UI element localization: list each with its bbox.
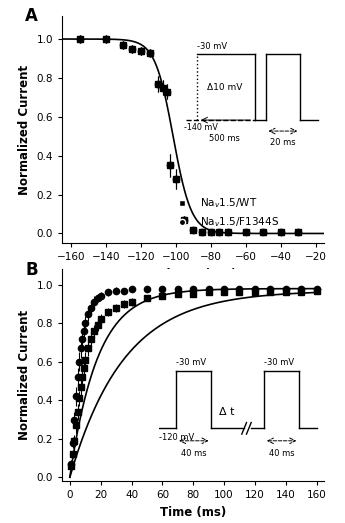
Text: -30 mV: -30 mV [176,358,206,367]
Text: -30 mV: -30 mV [197,42,227,51]
Y-axis label: Normalized Current: Normalized Current [18,64,31,195]
Text: 40 ms: 40 ms [181,449,207,459]
Text: 500 ms: 500 ms [209,134,240,143]
Text: Δ t: Δ t [219,407,234,417]
Text: -140 mV: -140 mV [184,123,218,132]
X-axis label: Time (ms): Time (ms) [160,506,226,519]
Y-axis label: Normalized Current: Normalized Current [18,310,31,440]
X-axis label: Voltage (mV): Voltage (mV) [150,268,237,281]
Text: A: A [26,7,38,25]
Text: B: B [26,261,38,279]
Text: 20 ms: 20 ms [270,138,296,146]
Text: Δ10 mV: Δ10 mV [207,83,242,92]
Legend: Na$_v$1.5/WT, Na$_v$1.5/F1344S: Na$_v$1.5/WT, Na$_v$1.5/F1344S [167,192,284,233]
Text: 40 ms: 40 ms [269,449,294,459]
Text: -120 mV: -120 mV [159,433,194,442]
Text: -30 mV: -30 mV [264,358,294,367]
